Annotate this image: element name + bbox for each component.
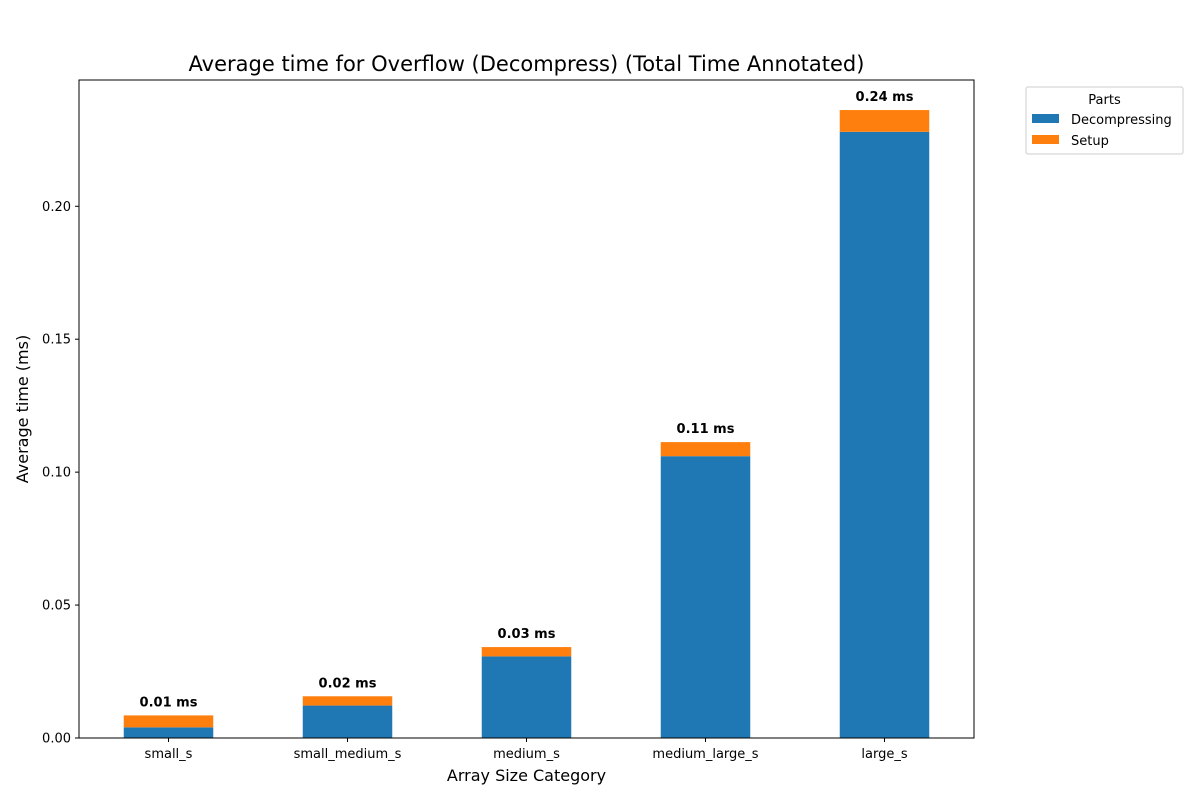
- legend-frame: [1025, 86, 1184, 155]
- x-axis-label: Array Size Category: [447, 766, 606, 785]
- legend: Parts Decompressing Setup: [1025, 86, 1184, 155]
- total-label: 0.03 ms: [498, 627, 556, 642]
- x-tick-label: medium_large_s: [652, 747, 758, 762]
- chart-title: Average time for Overflow (Decompress) (…: [189, 52, 865, 76]
- y-tick-label: 0.00: [42, 732, 71, 747]
- legend-swatch-setup: [1032, 135, 1059, 144]
- bar-segment-setup-small_s: [123, 715, 214, 728]
- x-axis: small_s small_medium_s medium_s medium_larg…: [145, 738, 908, 762]
- bar-segment-decompressing-medium_large_s: [660, 456, 751, 738]
- plot-area: 0.01 ms 0.02 ms 0.03 ms 0.11 ms 0.24 ms: [123, 90, 930, 739]
- bar-segment-decompressing-medium_s: [481, 656, 572, 738]
- total-label: 0.11 ms: [677, 422, 735, 437]
- bar-segment-setup-medium_s: [481, 647, 572, 657]
- y-tick-label: 0.05: [42, 599, 71, 614]
- bar-segment-setup-medium_large_s: [660, 442, 751, 457]
- y-tick-label: 0.20: [42, 200, 71, 215]
- bar-segment-setup-large_s: [839, 110, 930, 132]
- legend-label-setup: Setup: [1071, 134, 1109, 149]
- y-axis-label: Average time (ms): [13, 335, 32, 483]
- x-tick-label: small_s: [145, 747, 193, 762]
- x-tick-label: small_medium_s: [294, 747, 402, 762]
- x-tick-label: medium_s: [493, 747, 560, 762]
- bar-segment-decompressing-small_medium_s: [302, 705, 393, 738]
- legend-swatch-decompressing: [1032, 114, 1059, 123]
- y-tick-label: 0.10: [42, 466, 71, 481]
- bar-segment-decompressing-small_s: [123, 727, 214, 738]
- bar-segment-setup-small_medium_s: [302, 696, 393, 706]
- bar-segment-decompressing-large_s: [839, 131, 930, 739]
- legend-items: Decompressing Setup: [1032, 113, 1172, 149]
- y-axis: 0.00 0.05 0.10 0.15 0.20: [42, 200, 79, 747]
- legend-title: Parts: [1088, 93, 1121, 108]
- y-tick-label: 0.15: [42, 333, 71, 348]
- total-label: 0.01 ms: [140, 695, 198, 710]
- total-label: 0.02 ms: [319, 676, 377, 691]
- x-tick-label: large_s: [861, 747, 907, 762]
- total-label: 0.24 ms: [856, 90, 914, 105]
- legend-label-decompressing: Decompressing: [1071, 113, 1172, 128]
